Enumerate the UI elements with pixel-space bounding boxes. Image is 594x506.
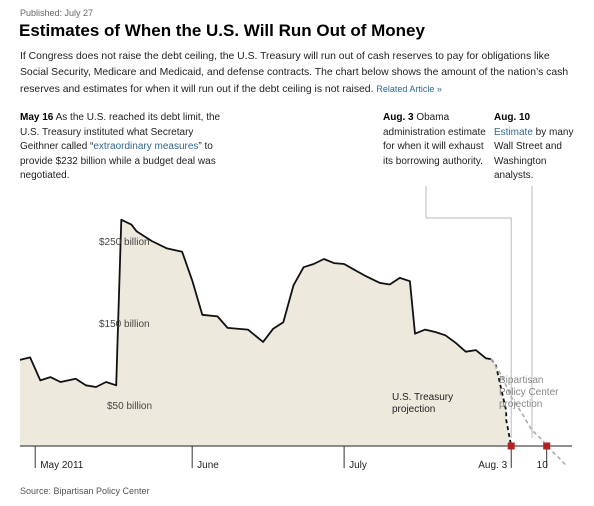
y-tick-label: $50 billion [107,401,152,412]
x-tick-label: 10 [537,460,549,471]
annotation-aug3-text: Obama administration estimate for when i… [383,112,486,167]
cash-reserves-line [19,218,492,388]
source-note: Source: Bipartisan Policy Center [20,486,150,496]
y-tick-label: $150 billion [99,319,150,330]
annotation-may16-text-a: As the U.S. reached its debt limit, the … [20,112,221,152]
annotation-aug3: Aug. 3 Obama administration estimate for… [383,111,493,169]
treasury-projection-label: projection [392,404,435,415]
published-date: Published: July 27 [20,8,94,18]
bpc-projection-label: Bipartisan [499,375,543,386]
y-tick-label: $250 billion [99,237,150,248]
annotation-may16-date: May 16 [20,112,54,123]
date-marker [507,442,515,450]
annotation-may16: May 16 As the U.S. reached its debt limi… [20,111,230,184]
related-article-link[interactable]: Related Article » [376,84,442,94]
chart-area-fill [20,219,512,446]
intro-paragraph: If Congress does not raise the debt ceil… [20,49,580,98]
x-tick-label: May 2011 [40,460,84,471]
treasury-projection-line [490,358,513,447]
treasury-projection-label: U.S. Treasury [392,392,453,403]
annotation-aug3-date: Aug. 3 [383,112,414,123]
bpc-projection-line [490,358,568,468]
x-tick-label: Aug. 3 [478,460,507,471]
bpc-projection-label: Policy Center [499,387,559,398]
x-tick-label: June [197,460,219,471]
annotation-may16-text-b: ” to provide $232 billion while a budget… [20,141,216,181]
page-title: Estimates of When the U.S. Will Run Out … [19,21,425,40]
leader-line-aug3 [425,186,512,438]
intro-text: If Congress does not raise the debt ceil… [20,51,569,95]
annotation-aug10-text: by many Wall Street and Washington analy… [494,126,574,182]
x-tick-label: July [349,460,367,471]
bpc-projection-label: projection [499,399,542,410]
annotation-aug10-date: Aug. 10 [494,112,531,123]
date-marker [543,442,551,450]
estimate-link[interactable]: Estimate [494,126,533,138]
extraordinary-measures-link[interactable]: extraordinary measures [93,141,199,152]
annotation-aug10: Aug. 10 Estimate by many Wall Street and… [494,111,580,184]
